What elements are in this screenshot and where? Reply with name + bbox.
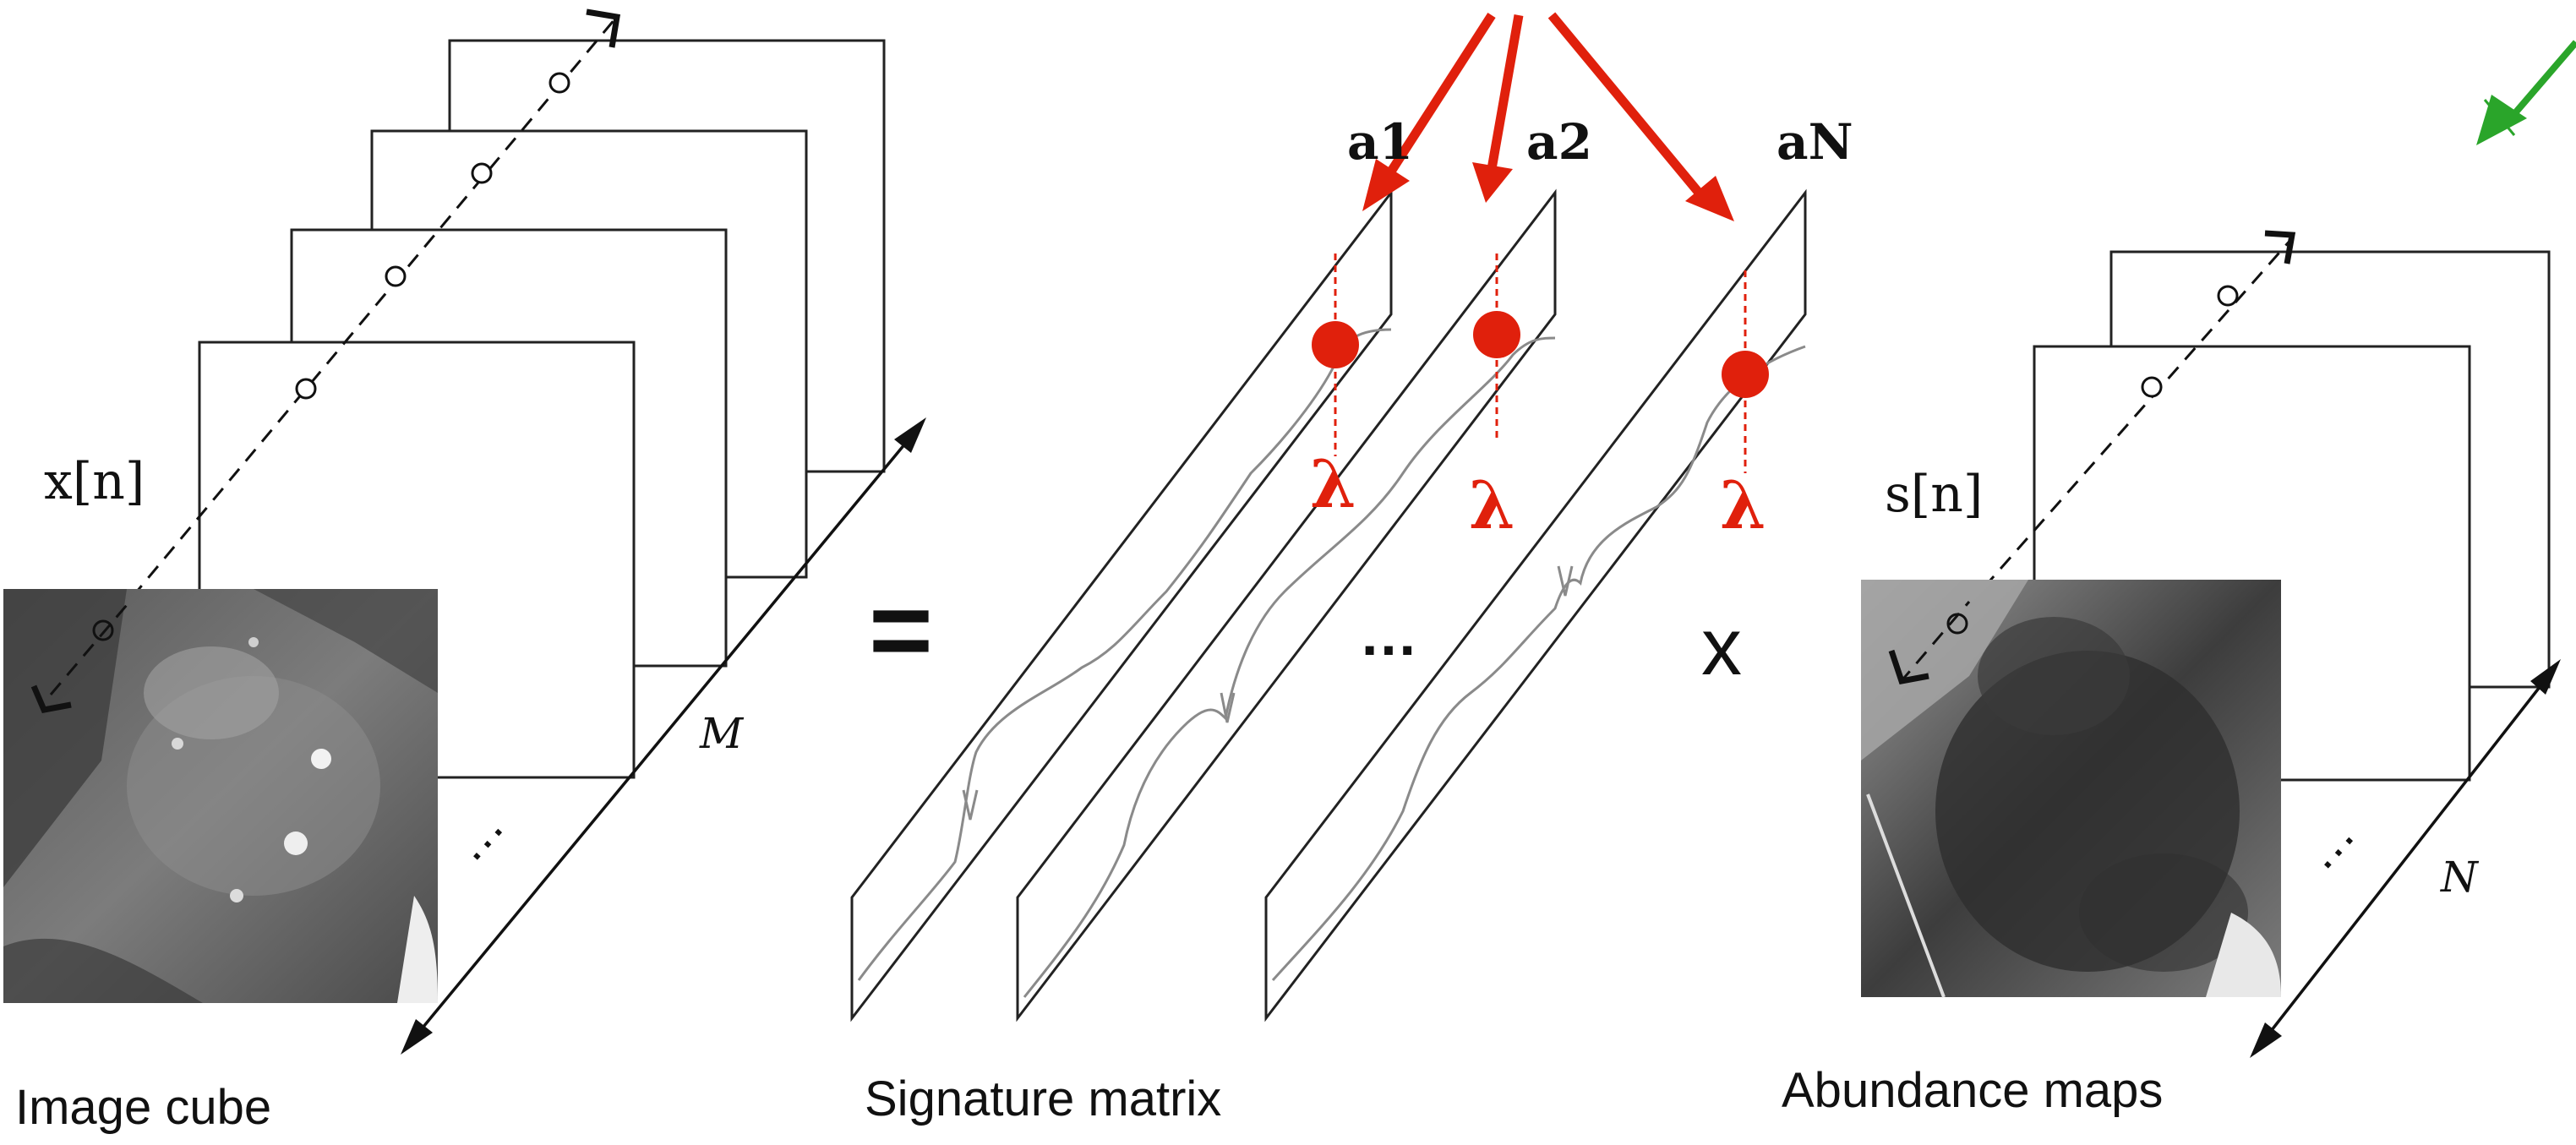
lambda-label-n: λ bbox=[1720, 467, 1766, 544]
wavelength-probes bbox=[1312, 254, 1769, 473]
abundance-front-image bbox=[1861, 580, 2281, 998]
red-arrow-1 bbox=[1378, 13, 1496, 188]
cube-dots: … bbox=[439, 797, 515, 872]
probe-point-n bbox=[1722, 351, 1769, 398]
pixel-vector-label: x[n] bbox=[44, 452, 145, 511]
spectrum-curve-2 bbox=[1023, 336, 1556, 998]
lambda-label-1: λ bbox=[1310, 446, 1356, 523]
red-arrow-3 bbox=[1547, 12, 1711, 206]
endmember-label-1: a1 bbox=[1347, 113, 1413, 171]
abundance-maps-caption: Abundance maps bbox=[1782, 1063, 2163, 1118]
endmembers-count-label: N bbox=[2440, 853, 2480, 902]
spectrum-dip-2 bbox=[1220, 692, 1236, 723]
lambda-label-2: λ bbox=[1469, 467, 1515, 544]
abundance-vector-label: s[n] bbox=[1885, 465, 1983, 524]
abundance-axis bbox=[2250, 659, 2561, 1058]
abundance-pixel-line bbox=[1898, 230, 2296, 684]
endmember-label-n: aN bbox=[1776, 113, 1853, 171]
red-arrow-2 bbox=[1487, 14, 1524, 170]
signature-dots: … bbox=[1359, 602, 1418, 668]
signature-panel-n bbox=[1264, 188, 1807, 1022]
endmember-label-2: a2 bbox=[1526, 113, 1592, 171]
spectrum-curve-n bbox=[1271, 345, 1806, 982]
signature-matrix bbox=[850, 188, 1807, 1022]
spectrum-curve-1 bbox=[857, 328, 1392, 981]
signature-curves bbox=[857, 328, 1806, 998]
spectrum-dip-n bbox=[1557, 565, 1574, 597]
bands-count-label: M bbox=[699, 709, 745, 758]
signature-matrix-caption: Signature matrix bbox=[865, 1071, 1221, 1126]
times-sign: x bbox=[1701, 602, 1742, 692]
abundance-dots: … bbox=[2289, 805, 2366, 881]
cube-pixel-spectrum-line bbox=[49, 8, 621, 695]
signature-panel-2 bbox=[1016, 188, 1557, 1022]
image-cube-caption: Image cube bbox=[15, 1080, 271, 1135]
cube-spectral-axis bbox=[401, 417, 926, 1055]
cube-front-image bbox=[3, 589, 438, 1003]
probe-point-1 bbox=[1312, 321, 1359, 368]
red-arrows bbox=[1362, 12, 1734, 221]
equals-sign: = bbox=[869, 568, 933, 691]
green-arrow bbox=[2476, 40, 2576, 145]
probe-point-2 bbox=[1473, 311, 1520, 358]
spectrum-dip-1 bbox=[962, 789, 979, 821]
